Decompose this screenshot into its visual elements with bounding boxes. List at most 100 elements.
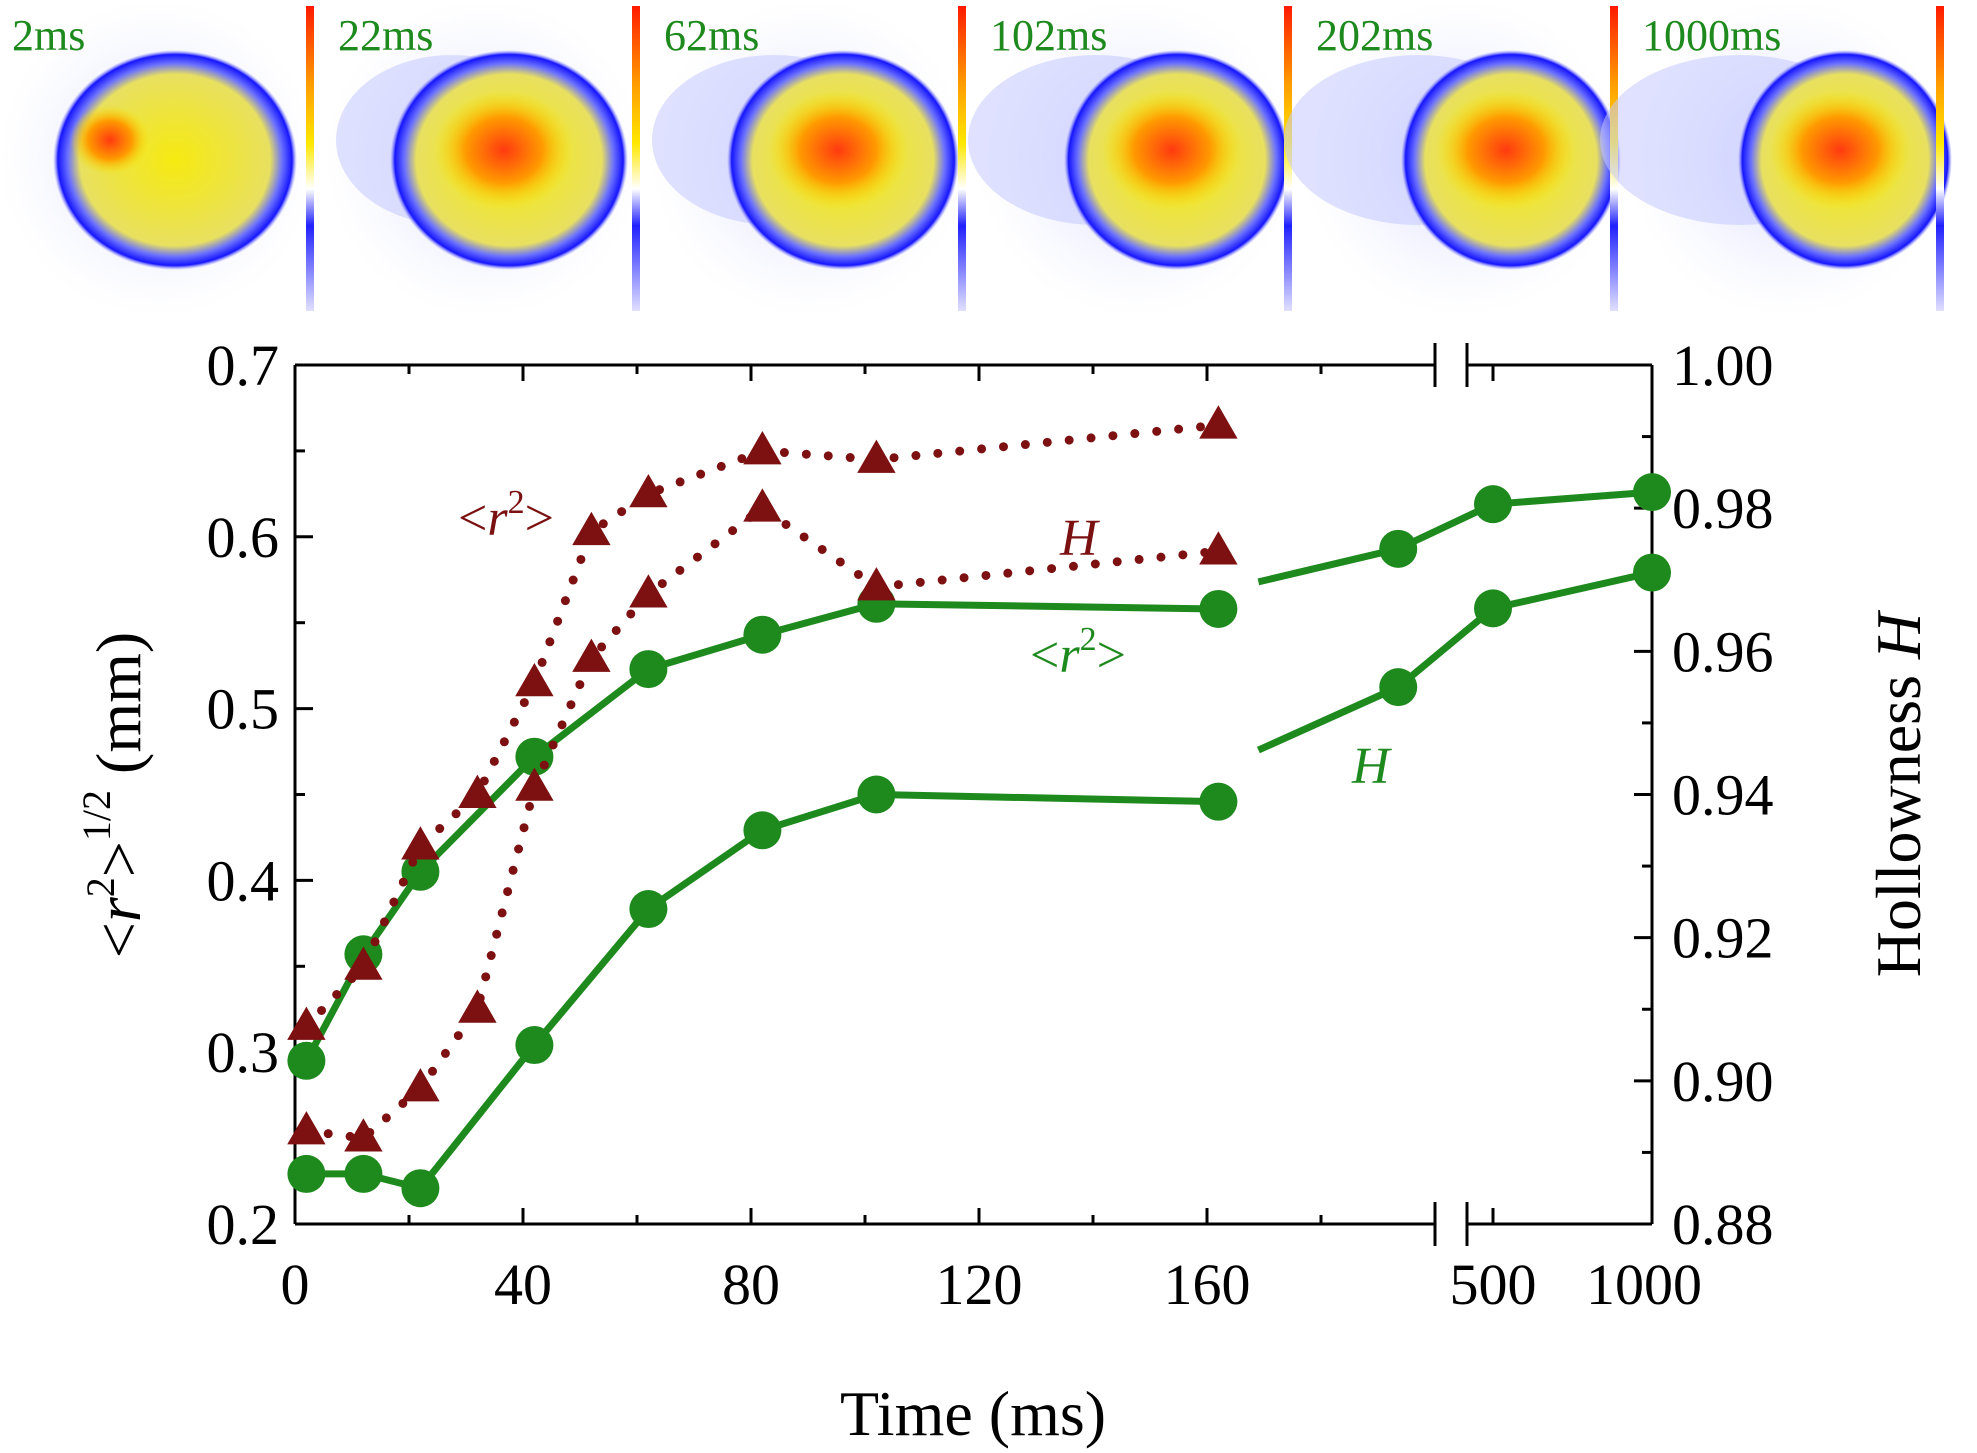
y-left-tick-label: 0.2 — [207, 1192, 280, 1257]
x-tick-label: 80 — [722, 1252, 780, 1317]
colorbar — [958, 6, 966, 311]
y-right-tick-label: 0.96 — [1672, 619, 1774, 684]
data-point — [458, 989, 497, 1023]
label-open: < — [1030, 627, 1059, 684]
data-point — [458, 774, 497, 808]
cloud-core — [434, 90, 574, 210]
frame-label: 62ms — [664, 11, 759, 60]
x-tick-labels: 0 40 80 120 160 500 1000 — [281, 1252, 1703, 1317]
data-point — [1633, 553, 1671, 592]
data-point — [629, 890, 668, 929]
data-point — [857, 775, 896, 814]
data-point — [515, 767, 554, 801]
label-r: r — [1059, 627, 1080, 684]
frame-0: 2ms — [0, 0, 318, 318]
frame-2: 62ms — [650, 0, 970, 318]
series-line-break — [1257, 488, 1653, 586]
data-point — [515, 1026, 554, 1065]
data-point — [1199, 589, 1238, 628]
data-point — [344, 946, 383, 980]
label-close: > — [1097, 627, 1126, 684]
y-left-tick-label: 0.6 — [207, 505, 280, 570]
y-right-tick-label: 0.98 — [1672, 476, 1774, 541]
data-point — [572, 638, 611, 672]
y-right-tick-label: 0.88 — [1672, 1192, 1774, 1257]
frame-label: 1000ms — [1642, 11, 1781, 60]
label-open: < — [458, 490, 487, 547]
green-H-label: H — [1351, 738, 1392, 795]
label-sup: 2 — [508, 484, 525, 521]
ylabel-close: > — [83, 841, 154, 877]
data-point — [401, 1169, 440, 1208]
data-point — [287, 1006, 326, 1040]
data-point — [1199, 405, 1238, 439]
cloud-core — [70, 105, 150, 175]
data-point — [743, 615, 782, 654]
cloud-core — [1436, 90, 1576, 210]
colorbar — [1936, 6, 1944, 311]
ylabel-right-italic: H — [1863, 609, 1934, 660]
data-point — [1379, 668, 1418, 707]
ylabel-sup: 2 — [78, 877, 123, 897]
y-left-tick-label: 0.7 — [207, 333, 280, 398]
series-1 — [287, 553, 1671, 1208]
cloud-core — [1102, 90, 1242, 210]
data-point — [287, 1041, 326, 1080]
cloud-core — [1770, 90, 1910, 210]
x-tick-label: 500 — [1450, 1252, 1537, 1317]
y-right-tick-label: 0.92 — [1672, 906, 1774, 971]
data-point — [287, 1111, 326, 1145]
data-point — [629, 574, 668, 608]
data-point — [1474, 485, 1512, 524]
y-left-tick-labels: 0.2 0.3 0.4 0.5 0.6 0.7 — [207, 333, 280, 1257]
data-point — [572, 511, 611, 546]
image-strip: 2ms 22ms 62ms 102ms 202ms 1000ms — [0, 0, 1952, 318]
chart-area: 0 40 80 120 160 500 1000 0.2 0.3 0.4 0.5 0.6 0.7 0.88… — [74, 333, 1934, 1449]
ylabel-base: < — [83, 922, 154, 958]
data-point — [743, 811, 782, 850]
frame-label: 2ms — [12, 11, 85, 60]
ylabel-unit: (mm) — [83, 632, 154, 790]
y-left-tick-label: 0.3 — [207, 1020, 280, 1085]
data-point — [344, 1154, 383, 1193]
series-line — [301, 502, 1223, 1143]
red-H-label: H — [1059, 510, 1100, 567]
y-left-tick-label: 0.5 — [207, 677, 280, 742]
data-point — [1633, 473, 1671, 512]
label-sup: 2 — [1080, 621, 1097, 658]
data-point — [1379, 529, 1418, 568]
y-right-tick-label: 0.94 — [1672, 763, 1774, 828]
data-point — [1199, 782, 1238, 821]
ylabel-sup2: 1/2 — [74, 790, 119, 841]
x-tick-label: 120 — [936, 1252, 1023, 1317]
cloud-body — [53, 50, 297, 270]
x-tick-label: 0 — [281, 1252, 310, 1317]
ylabel-right-text: Hollowness — [1863, 659, 1934, 977]
data-point — [287, 1154, 326, 1193]
data-point — [857, 567, 896, 601]
x-tick-label: 40 — [494, 1252, 552, 1317]
data-point — [743, 431, 782, 465]
frame-1: 22ms — [324, 0, 644, 318]
data-point — [629, 650, 668, 689]
x-axis-title: Time (ms) — [840, 1378, 1106, 1449]
ylabel-r: r — [83, 896, 154, 922]
y-right-tick-label: 1.00 — [1672, 333, 1774, 398]
data-point — [401, 826, 440, 860]
frame-4: 202ms — [1284, 0, 1622, 318]
y-right-tick-labels: 0.88 0.90 0.92 0.94 0.96 0.98 1.00 — [1672, 333, 1774, 1257]
series-0 — [287, 473, 1671, 1080]
data-point — [629, 474, 668, 508]
data-point — [1474, 589, 1512, 628]
label-r: r — [487, 490, 508, 547]
x-tick-label: 1000 — [1586, 1252, 1702, 1317]
data-point — [401, 1068, 440, 1102]
frame-3: 102ms — [968, 0, 1296, 318]
y-left-axis-title: <r2>1/2 (mm) — [74, 632, 154, 958]
y-right-tick-label: 0.90 — [1672, 1049, 1774, 1114]
data-point — [515, 662, 554, 697]
data-point — [857, 439, 896, 473]
colorbar — [632, 6, 640, 311]
frame-label: 202ms — [1316, 11, 1433, 60]
